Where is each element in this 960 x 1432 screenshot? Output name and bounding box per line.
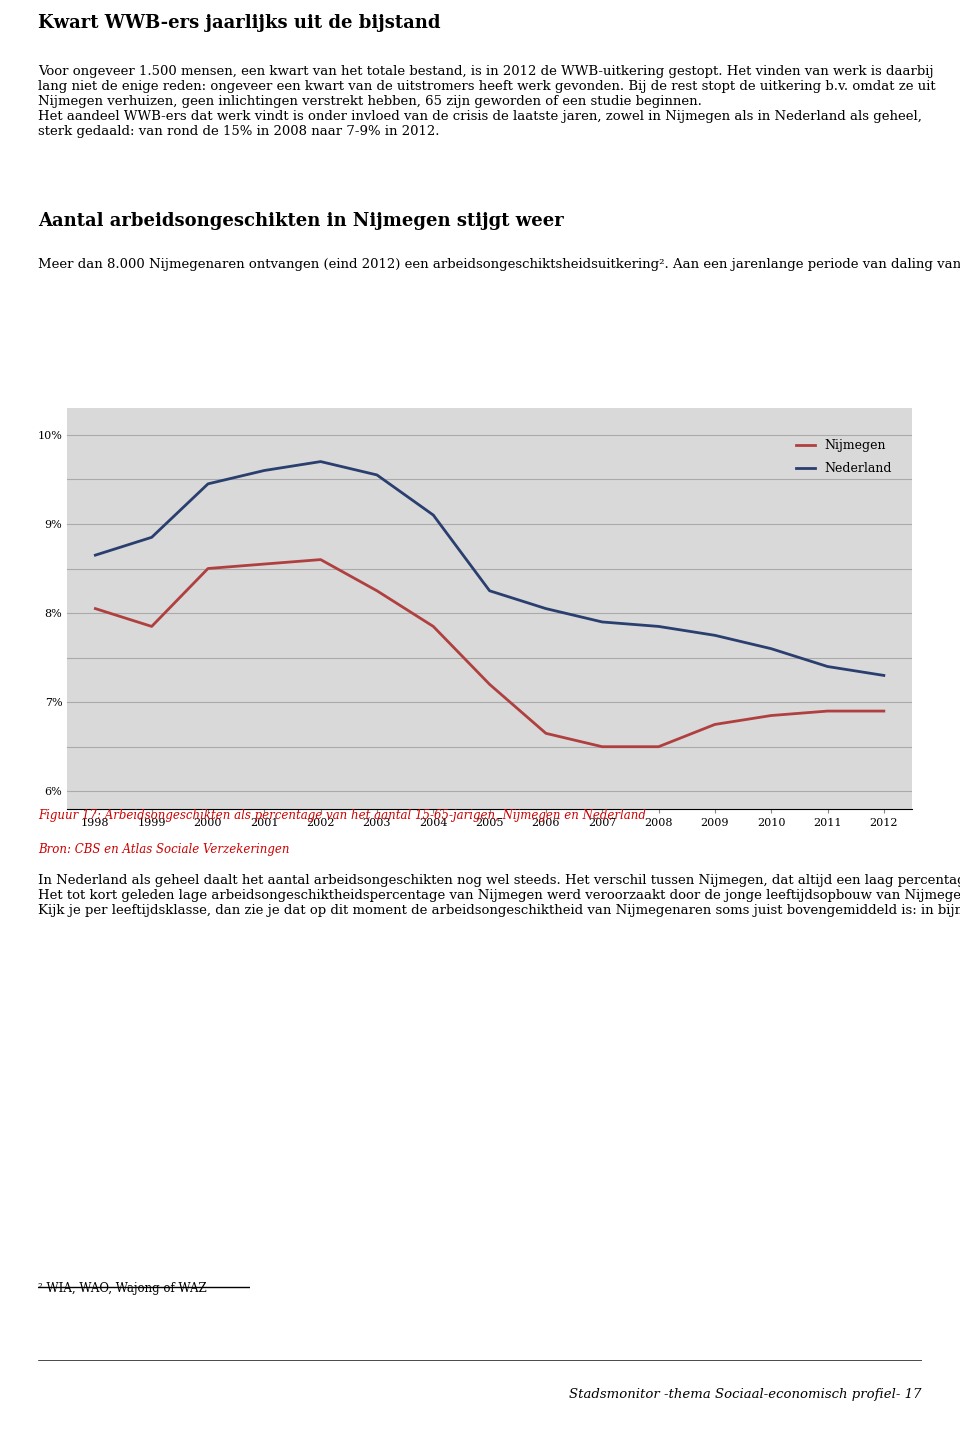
Text: Figuur 17: Arbeidsongeschikten als percentage van het aantal 15-65-jarigen, Nijm: Figuur 17: Arbeidsongeschikten als perce… <box>38 809 646 822</box>
Text: Voor ongeveer 1.500 mensen, een kwart van het totale bestand, is in 2012 de WWB-: Voor ongeveer 1.500 mensen, een kwart va… <box>38 64 936 137</box>
Text: Stadsmonitor -thema Sociaal-economisch profiel- 17: Stadsmonitor -thema Sociaal-economisch p… <box>569 1388 922 1402</box>
Legend: Nijmegen, Nederland: Nijmegen, Nederland <box>791 434 898 480</box>
Text: In Nederland als geheel daalt het aantal arbeidsongeschikten nog wel steeds. Het: In Nederland als geheel daalt het aantal… <box>38 874 960 916</box>
Text: Meer dan 8.000 Nijmegenaren ontvangen (eind 2012) een arbeidsongeschiktsheidsuit: Meer dan 8.000 Nijmegenaren ontvangen (e… <box>38 258 960 271</box>
Text: ² WIA, WAO, Wajong of WAZ: ² WIA, WAO, Wajong of WAZ <box>38 1282 207 1295</box>
Text: Bron: CBS en Atlas Sociale Verzekeringen: Bron: CBS en Atlas Sociale Verzekeringen <box>38 843 290 856</box>
Text: Aantal arbeidsongeschikten in Nijmegen stijgt weer: Aantal arbeidsongeschikten in Nijmegen s… <box>38 212 564 229</box>
Text: Kwart WWB-ers jaarlijks uit de bijstand: Kwart WWB-ers jaarlijks uit de bijstand <box>38 14 441 33</box>
